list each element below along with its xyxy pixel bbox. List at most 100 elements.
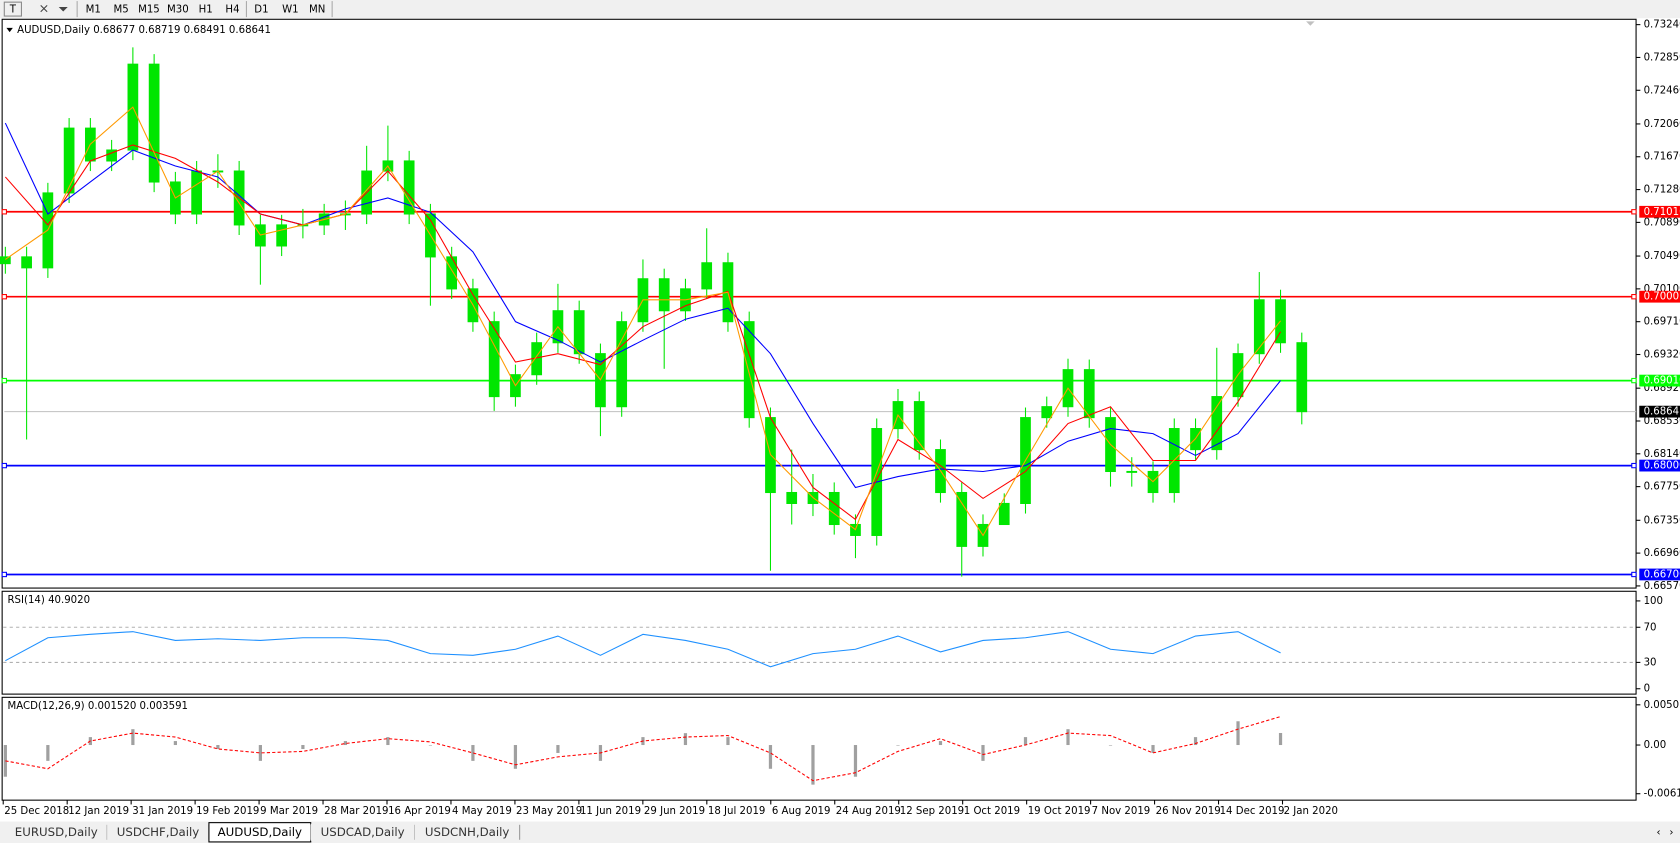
macd-bar (683, 733, 688, 746)
candle-body (1041, 406, 1053, 419)
tool-icon[interactable] (40, 4, 68, 13)
candle-body (616, 321, 628, 408)
x-tick-label: 7 Nov 2019 (1092, 806, 1151, 817)
macd-bar (343, 741, 348, 746)
candle-body (276, 224, 288, 247)
tab-label[interactable]: USDCNH,Daily (425, 825, 510, 839)
tab[interactable] (107, 823, 209, 841)
candle-body (63, 127, 75, 194)
macd-bar (1278, 732, 1283, 746)
candle-body (573, 310, 585, 355)
x-tick-label: 12 Sep 2019 (900, 806, 964, 817)
macd-bar (981, 745, 985, 761)
macd-bar (1193, 737, 1198, 746)
macd-bar (1108, 745, 1113, 746)
rsi-line (5, 631, 1281, 668)
macd-bar (896, 745, 900, 746)
tab[interactable] (5, 823, 108, 841)
x-tick-label: 24 Aug 2019 (836, 806, 901, 817)
tab[interactable] (414, 823, 520, 841)
macd-bar (131, 729, 135, 746)
macd-signal (5, 716, 1281, 782)
timeframe-button[interactable]: M5 (113, 5, 128, 16)
macd-bar (556, 745, 560, 753)
rsi-header: RSI(14) 40.9020 (8, 595, 91, 606)
candle-body (148, 63, 160, 183)
level-handle (1, 462, 7, 469)
macd-bar (811, 745, 815, 785)
level-label: 0.70007 (1644, 292, 1680, 303)
timeframe-button[interactable]: M15 (138, 5, 160, 16)
candle-body (786, 491, 798, 504)
level-handle (1, 377, 7, 384)
scroll-left[interactable]: ‹ (1657, 827, 1661, 838)
x-tick-label: 19 Oct 2019 (1028, 806, 1091, 817)
level-handle (1, 571, 7, 578)
text-tool-glyph: T (9, 5, 17, 16)
level-label: 0.66706 (1644, 569, 1680, 580)
macd-bar (301, 745, 305, 749)
tab-label[interactable]: EURUSD,Daily (15, 825, 98, 839)
macd-bar (258, 745, 262, 761)
tab[interactable] (310, 823, 415, 841)
timeframe-button[interactable]: MN (309, 5, 325, 16)
level-label: 0.71016 (1644, 207, 1680, 218)
x-tick-label: 18 Jul 2019 (708, 806, 765, 817)
tab-label[interactable]: AUDUSD,Daily (218, 825, 302, 839)
x-tick-label: 2 Jan 2020 (1284, 806, 1338, 817)
level-handle (1631, 571, 1637, 578)
candle-body (1083, 369, 1095, 419)
level-handle (1631, 294, 1637, 300)
candle-body (828, 491, 840, 526)
toolbar (0, 0, 1680, 19)
level-handle (1631, 209, 1637, 215)
candle-body (956, 491, 968, 547)
timeframe-button[interactable]: M1 (86, 5, 101, 16)
timeframe-button[interactable]: D1 (254, 5, 268, 16)
x-tick-label: 19 Feb 2019 (196, 806, 259, 817)
timeframe-button[interactable]: H4 (225, 5, 239, 16)
scroll-right[interactable]: › (1669, 827, 1673, 838)
timeframe-button[interactable]: H1 (199, 5, 213, 16)
tab-label[interactable]: USDCHF,Daily (117, 825, 200, 839)
level-handle (1631, 377, 1637, 384)
level-label-box (1639, 374, 1680, 387)
candle-body (21, 256, 32, 269)
candle-body (1253, 299, 1265, 355)
timeframe-button[interactable]: W1 (282, 5, 299, 16)
current-price-label: 0.68641 (1644, 407, 1680, 418)
rsi-tick-label: 100 (1644, 596, 1663, 607)
level-label-box (1639, 205, 1680, 218)
x-tick-label: 11 Jun 2019 (580, 806, 641, 817)
candle-body (913, 401, 925, 451)
macd-bar (1236, 721, 1240, 746)
macd-bar (386, 737, 390, 746)
x-tick-label: 4 May 2019 (452, 806, 512, 817)
macd-bar (938, 741, 943, 746)
macd-bar (1066, 729, 1070, 746)
macd-bar (46, 745, 50, 761)
candle-body (0, 256, 11, 265)
macd-bar (1151, 745, 1155, 753)
text-tool-icon[interactable] (3, 1, 22, 17)
candle-body (403, 160, 415, 215)
x-tick-label: 23 May 2019 (516, 806, 582, 817)
tab-label[interactable]: USDCAD,Daily (321, 825, 405, 839)
timeframe-button[interactable]: M30 (167, 5, 189, 16)
level-handle (1631, 462, 1637, 469)
collapse-arrow[interactable] (6, 27, 13, 33)
candle-body (1296, 342, 1308, 413)
